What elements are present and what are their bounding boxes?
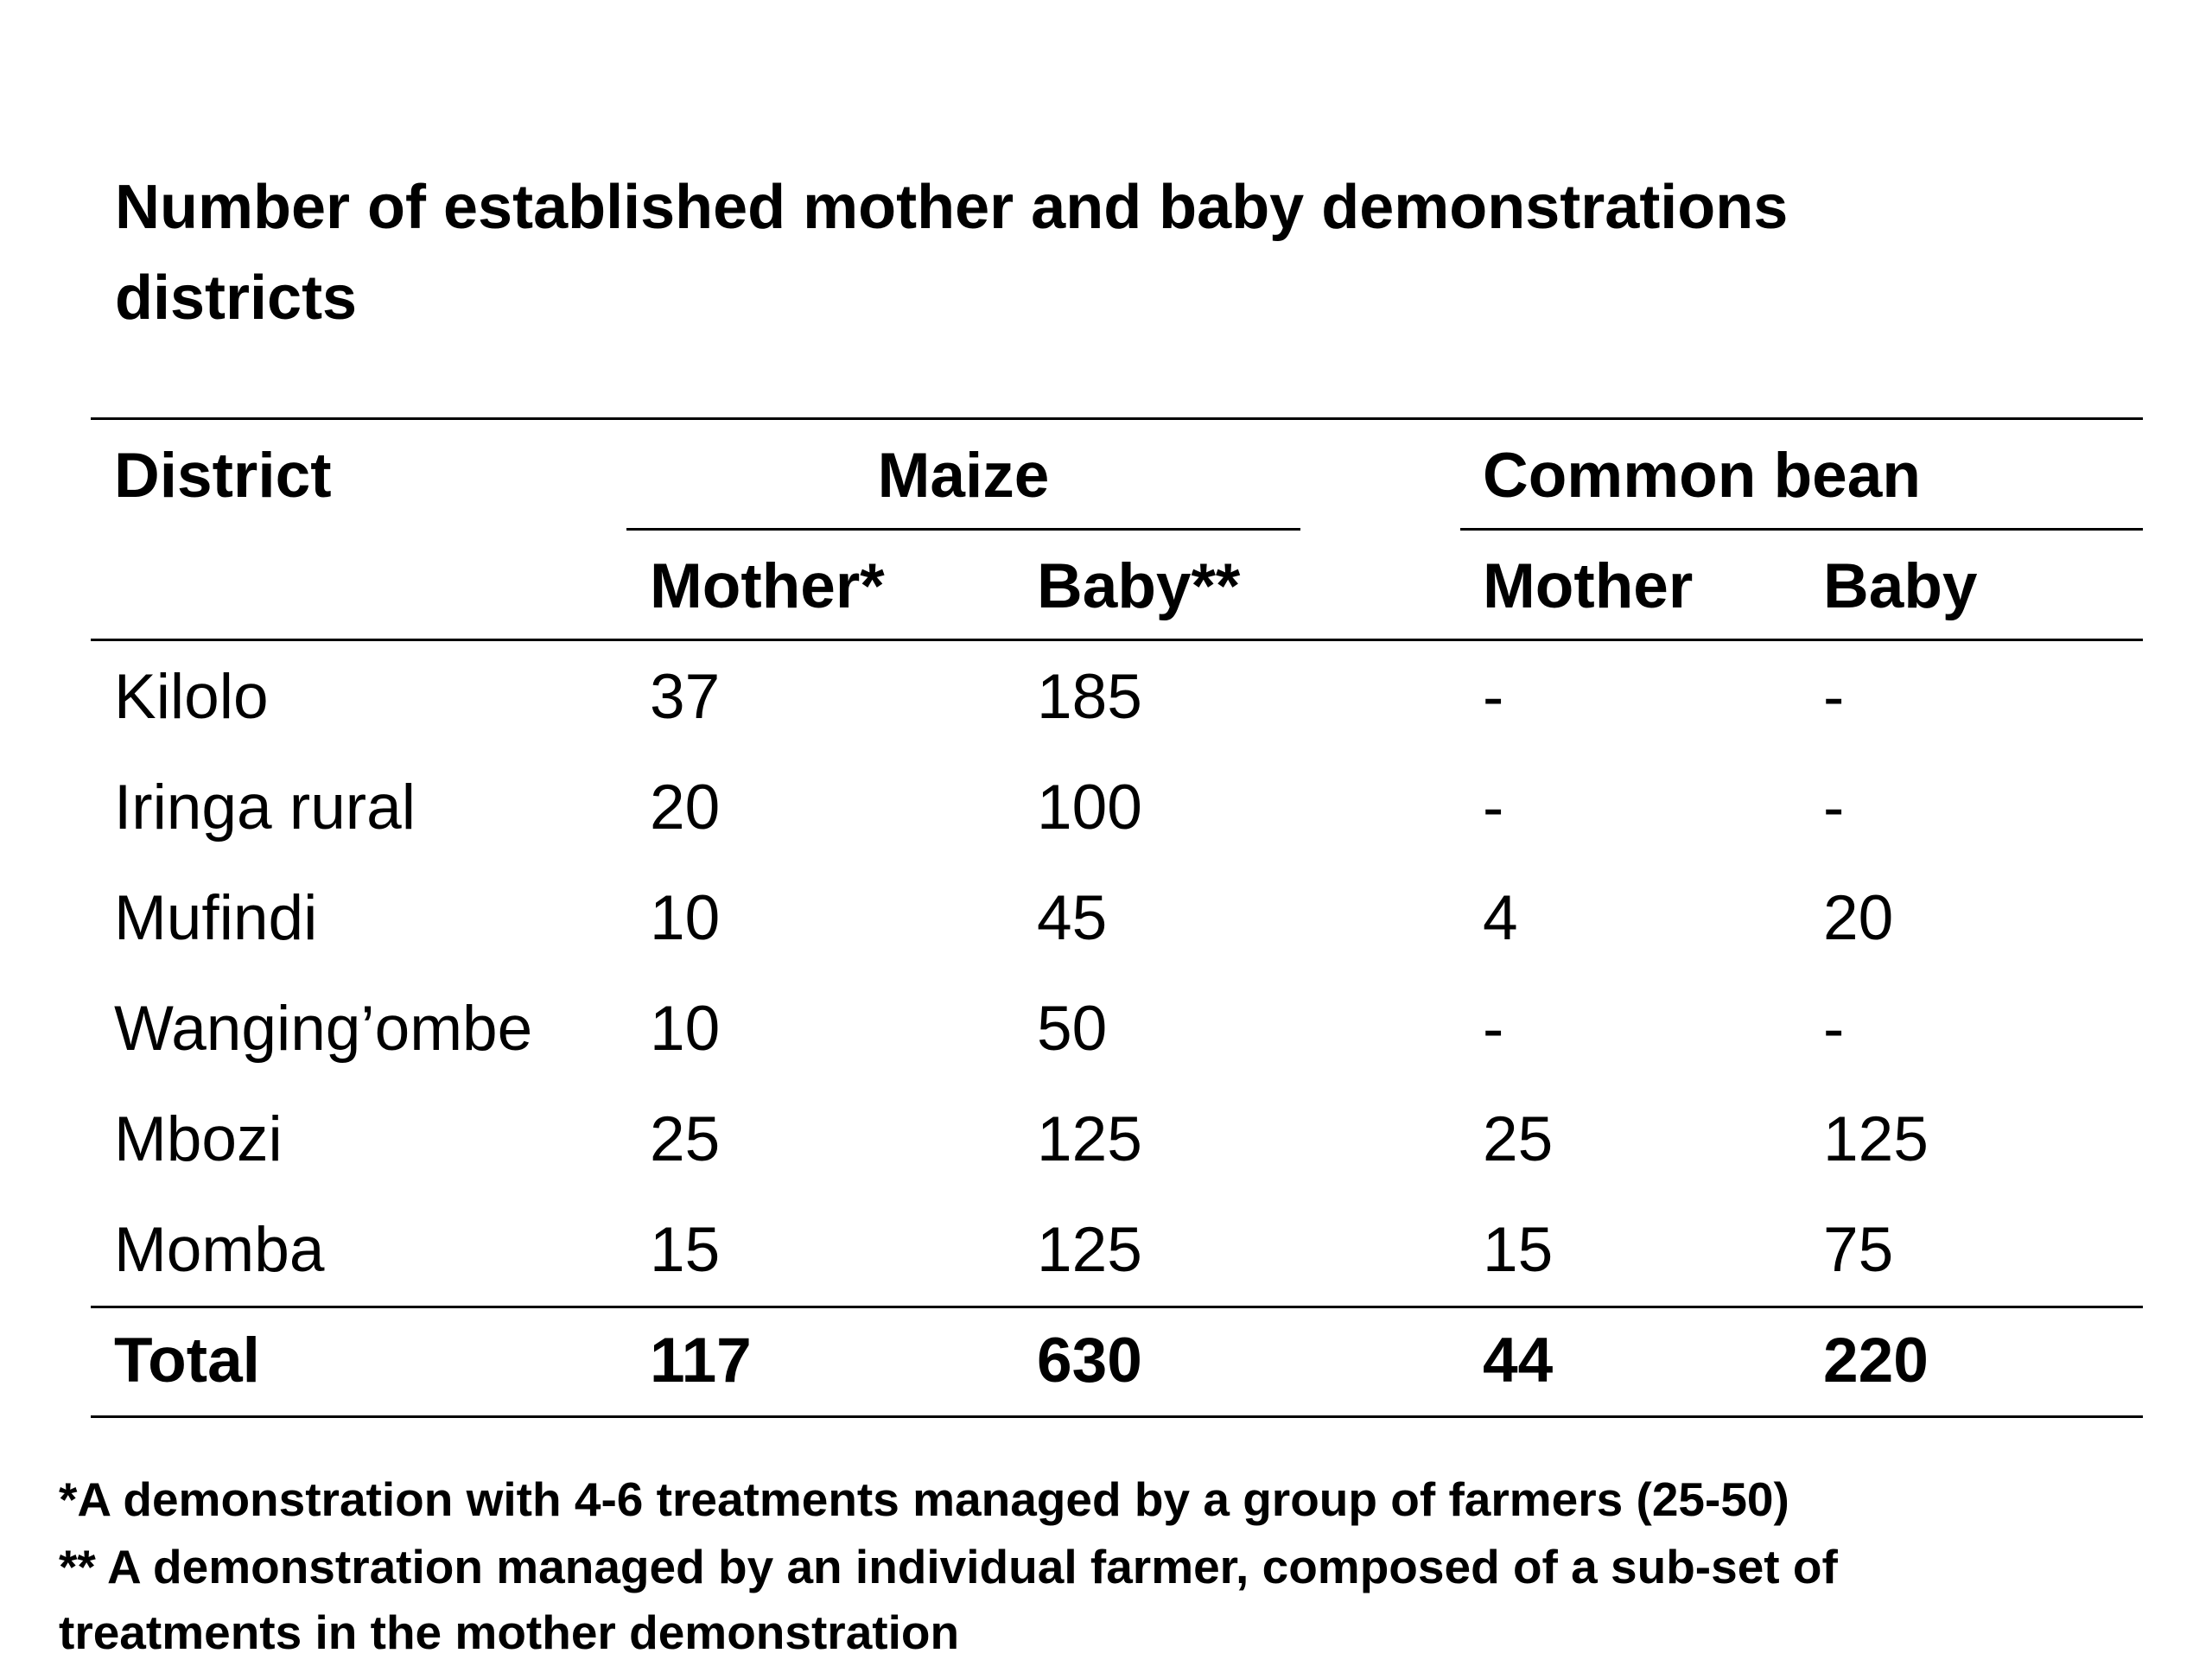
cell-maize-mother: 37	[650, 662, 721, 732]
total-bean-baby: 220	[1823, 1326, 1929, 1396]
cell-bean-mother: 4	[1483, 883, 1518, 953]
cell-bean-mother: -	[1483, 994, 1504, 1064]
cell-maize-baby: 100	[1037, 773, 1142, 843]
cell-bean-mother: -	[1483, 662, 1504, 732]
cell-maize-baby: 185	[1037, 662, 1142, 732]
cell-bean-mother: -	[1483, 773, 1504, 843]
cell-maize-mother: 20	[650, 773, 721, 843]
cell-maize-baby: 125	[1037, 1104, 1142, 1174]
total-maize-mother: 117	[650, 1326, 752, 1396]
cell-district: Iringa rural	[114, 773, 416, 843]
cell-bean-baby: -	[1823, 773, 1845, 843]
title-line-1: Number of established mother and baby de…	[115, 173, 1789, 242]
cell-bean-baby: 75	[1823, 1215, 1894, 1285]
footnote-mother: *A demonstration with 4-6 treatments man…	[59, 1472, 1789, 1526]
page-title: Number of established mother and baby de…	[115, 162, 1788, 344]
header-district: District	[114, 441, 332, 511]
maize-group-rule	[626, 528, 1300, 531]
total-bean-mother: 44	[1483, 1326, 1554, 1396]
cell-maize-baby: 45	[1037, 883, 1108, 953]
cell-bean-baby: -	[1823, 994, 1845, 1064]
cell-bean-baby: -	[1823, 662, 1845, 732]
header-bean-mother: Mother	[1483, 551, 1694, 621]
header-bean-baby: Baby	[1823, 551, 1978, 621]
bean-group-rule	[1460, 528, 2143, 531]
cell-maize-baby: 125	[1037, 1215, 1142, 1285]
total-maize-baby: 630	[1037, 1326, 1142, 1396]
table-bottom-rule	[91, 1415, 2143, 1418]
cell-maize-mother: 10	[650, 994, 721, 1064]
cell-district: Wanging’ombe	[114, 994, 533, 1064]
cell-district: Mufindi	[114, 883, 318, 953]
cell-maize-mother: 10	[650, 883, 721, 953]
total-label: Total	[114, 1326, 260, 1396]
header-maize-mother: Mother*	[650, 551, 885, 621]
total-top-rule	[91, 1306, 2143, 1308]
footnote-baby-line-1: ** A demonstration managed by an individ…	[59, 1540, 1838, 1593]
cell-maize-mother: 25	[650, 1104, 721, 1174]
cell-bean-baby: 125	[1823, 1104, 1929, 1174]
header-maize: Maize	[877, 441, 1050, 511]
header-common-bean: Common bean	[1483, 441, 1921, 511]
footnote-baby-line-2: treatments in the mother demonstration	[59, 1606, 960, 1659]
cell-maize-mother: 15	[650, 1215, 721, 1285]
cell-district: Mbozi	[114, 1104, 283, 1174]
header-maize-baby: Baby**	[1037, 551, 1241, 621]
header-bottom-rule	[91, 639, 2143, 641]
cell-bean-mother: 15	[1483, 1215, 1554, 1285]
cell-district: Kilolo	[114, 662, 269, 732]
cell-bean-baby: 20	[1823, 883, 1894, 953]
title-line-2: districts	[115, 264, 358, 333]
cell-district: Momba	[114, 1215, 325, 1285]
table-top-rule	[91, 417, 2143, 420]
cell-bean-mother: 25	[1483, 1104, 1554, 1174]
cell-maize-baby: 50	[1037, 994, 1108, 1064]
